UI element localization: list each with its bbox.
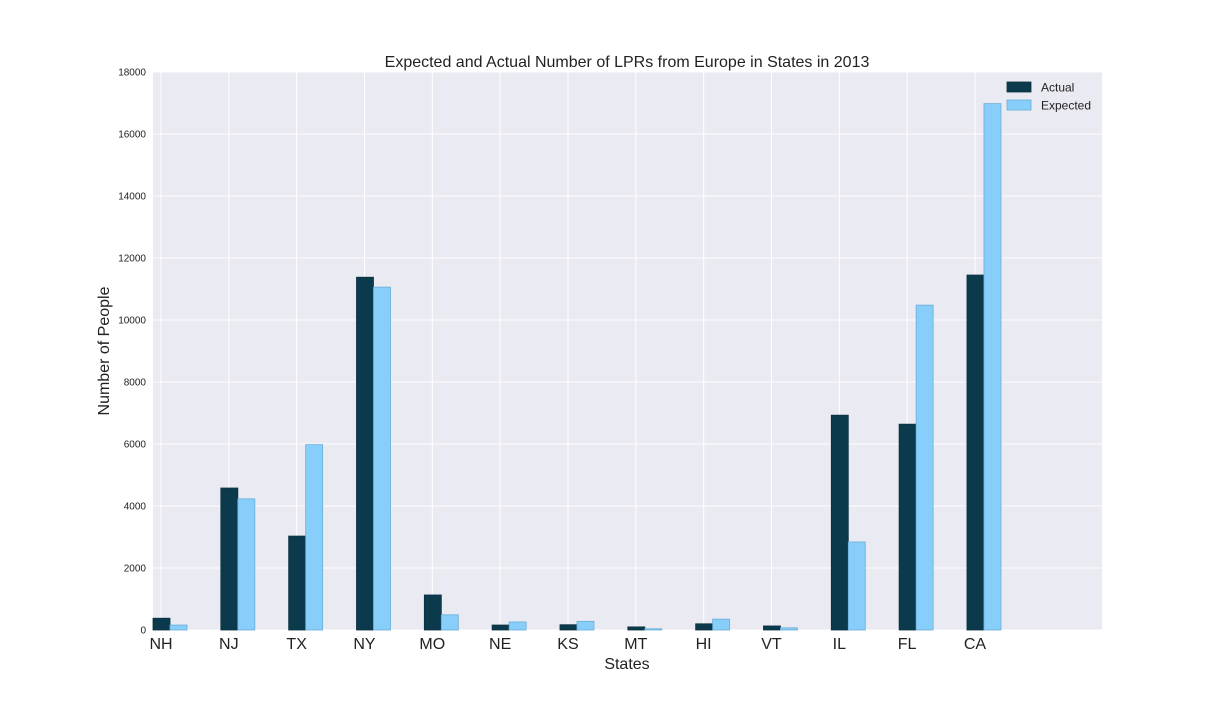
bar-expected-ny xyxy=(373,286,391,631)
x-tick-labels: NH NJ TX NY MO NE KS MT HI VT IL FL CA xyxy=(149,636,986,653)
x-tick-label: MT xyxy=(624,636,647,653)
bar-expected-mt xyxy=(644,628,663,631)
y-tick-label: 8000 xyxy=(124,378,147,389)
y-tick-label: 14000 xyxy=(118,192,146,203)
y-tick-label: 16000 xyxy=(118,130,146,141)
bar-expected-ca xyxy=(983,103,1002,631)
x-tick-label: TX xyxy=(286,636,307,653)
bar-expected-ks xyxy=(576,620,595,631)
bar-actual-ny xyxy=(356,276,374,631)
y-tick-label: 0 xyxy=(140,626,146,637)
x-tick-label: MO xyxy=(419,636,445,653)
bar-actual-fl xyxy=(898,423,917,631)
bar-actual-ca xyxy=(966,274,985,631)
y-axis-label: Number of People xyxy=(96,286,113,415)
legend: Actual Expected xyxy=(1006,81,1091,113)
y-tick-labels: 0 2000 4000 6000 8000 10000 12000 14000 16000 180… xyxy=(118,68,146,637)
bar-expected-il xyxy=(847,541,866,631)
bar-actual-mo xyxy=(423,594,442,631)
bar-actual-ks xyxy=(559,624,578,631)
bar-actual-hi xyxy=(695,623,714,631)
bar-expected-fl xyxy=(915,304,934,631)
x-tick-label: IL xyxy=(833,636,846,653)
bar-actual-vt xyxy=(763,625,781,631)
x-axis-label: States xyxy=(604,656,649,673)
bar-expected-tx xyxy=(305,444,324,631)
bar-actual-il xyxy=(830,414,849,631)
chart-title: Expected and Actual Number of LPRs from … xyxy=(385,54,870,71)
legend-swatch-expected xyxy=(1006,99,1032,111)
y-tick-label: 18000 xyxy=(118,68,146,79)
bar-expected-nh xyxy=(169,624,188,631)
legend-label-expected: Expected xyxy=(1041,99,1091,113)
y-tick-label: 6000 xyxy=(124,440,147,451)
bar-actual-nh xyxy=(152,617,171,631)
bar-expected-mo xyxy=(440,614,459,631)
x-tick-label: NJ xyxy=(219,636,239,653)
x-tick-label: FL xyxy=(898,636,917,653)
x-tick-label: NY xyxy=(353,636,376,653)
bar-actual-tx xyxy=(288,535,307,631)
y-tick-label: 2000 xyxy=(124,564,147,575)
bar-expected-nj xyxy=(237,498,256,631)
bar-expected-hi xyxy=(712,618,731,631)
y-tick-label: 12000 xyxy=(118,254,146,265)
bars xyxy=(152,103,1002,631)
x-tick-label: CA xyxy=(964,636,987,653)
bar-actual-nj xyxy=(220,487,239,631)
bar-actual-mt xyxy=(627,626,646,631)
x-tick-label: HI xyxy=(696,636,712,653)
bar-expected-vt xyxy=(780,627,798,631)
y-tick-label: 10000 xyxy=(118,316,146,327)
x-tick-label: NH xyxy=(149,636,172,653)
bar-actual-ne xyxy=(491,624,510,631)
legend-label-actual: Actual xyxy=(1041,81,1074,95)
y-tick-label: 4000 xyxy=(124,502,147,513)
x-tick-label: NE xyxy=(489,636,511,653)
bar-expected-ne xyxy=(508,621,527,631)
legend-swatch-actual xyxy=(1006,81,1032,93)
x-tick-label: KS xyxy=(557,636,578,653)
x-tick-label: VT xyxy=(761,636,782,653)
